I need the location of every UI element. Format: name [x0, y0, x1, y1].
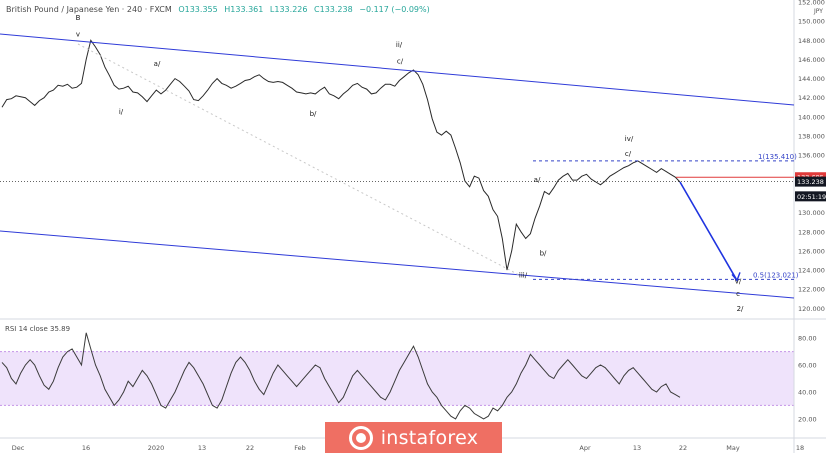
- price-tick-label: 120.000: [798, 305, 825, 313]
- price-label-box: [795, 176, 826, 187]
- price-tick-label: 128.000: [798, 228, 825, 236]
- wave-label: v/: [735, 277, 742, 285]
- wave-label: b/: [310, 110, 317, 118]
- price-tick-label: 146.000: [798, 56, 825, 64]
- open-value: O133.355: [178, 5, 218, 14]
- price-tick-label: 148.000: [798, 37, 825, 45]
- time-tick-label: 13: [633, 444, 641, 452]
- price-tick-label: 122.000: [798, 286, 825, 294]
- low-value: L133.226: [269, 5, 308, 14]
- rsi-tick-label: 20.00: [798, 415, 817, 423]
- price-series-line: [1, 39, 681, 271]
- projection-arrow-head-icon: [731, 272, 741, 282]
- wave-label: c: [736, 290, 740, 298]
- wave-label: iii/: [519, 272, 528, 280]
- rsi-header: RSI 14 close 35.89: [5, 325, 70, 333]
- level-05-label: 0.5(123.021): [753, 271, 799, 279]
- wave-label: 2/: [737, 305, 744, 313]
- time-tick-label: 13: [198, 444, 206, 452]
- time-tick-label: Apr: [579, 444, 591, 452]
- price-tick-label: 140.000: [798, 113, 825, 121]
- wave-label: i/: [119, 108, 124, 116]
- instaforex-watermark: instaforex: [325, 422, 502, 453]
- time-tick-label: 18: [796, 444, 804, 452]
- rsi-value: 35.89: [50, 325, 71, 333]
- rsi-tick-label: 60.00: [798, 362, 817, 370]
- rsi-series-line: [1, 332, 681, 420]
- price-label-text: 02:51:19: [797, 193, 826, 201]
- currency-label: JPY: [813, 8, 823, 15]
- level-1-label: 1(135.410): [758, 153, 797, 161]
- wave-label: B: [76, 14, 81, 22]
- high-value: H133.361: [224, 5, 264, 14]
- change-value: −0.117 (−0.09%): [359, 5, 430, 14]
- rsi-tick-label: 40.00: [798, 388, 817, 396]
- rsi-label: RSI 14 close: [5, 325, 48, 333]
- wave-label: a/: [534, 176, 541, 184]
- wave-label: a/: [154, 60, 161, 68]
- wave-label: ii/: [396, 41, 403, 49]
- price-tick-label: 130.000: [798, 209, 825, 217]
- close-value: C133.238: [314, 5, 353, 14]
- price-tick-label: 124.000: [798, 267, 825, 275]
- price-tick-label: 144.000: [798, 75, 825, 83]
- price-tick-label: 142.000: [798, 94, 825, 102]
- price-tick-label: 126.000: [798, 247, 825, 255]
- rsi-band: [0, 351, 794, 406]
- rsi-tick-label: 80.00: [798, 335, 817, 343]
- wave-label: c/: [625, 150, 632, 158]
- symbol-title: British Pound / Japanese Yen · 240 · FXC…: [6, 5, 172, 14]
- time-tick-label: 22: [679, 444, 687, 452]
- wave-label: v: [76, 30, 80, 38]
- time-tick-label: 2020: [148, 444, 165, 452]
- channel-upper-line: [0, 33, 795, 106]
- price-label-text: 133.238: [797, 178, 824, 186]
- wave-connector-line: [77, 43, 522, 277]
- price-tick-label: 150.000: [798, 18, 825, 26]
- wave-label: b/: [540, 250, 547, 258]
- time-tick-label: Dec: [12, 444, 25, 452]
- watermark-text: instaforex: [380, 426, 479, 449]
- wave-label: c/: [397, 57, 404, 65]
- price-label-box: [795, 191, 826, 202]
- instaforex-logo-icon: [348, 425, 373, 450]
- time-tick-label: 22: [246, 444, 254, 452]
- wave-label: iv/: [625, 135, 634, 143]
- price-tick-label: 136.000: [798, 152, 825, 160]
- time-tick-label: 16: [82, 444, 90, 452]
- price-tick-label: 152.000: [798, 0, 825, 7]
- projection-arrow-line: [679, 181, 738, 281]
- chart-header: British Pound / Japanese Yen · 240 · FXC…: [6, 5, 434, 14]
- channel-lower-line: [0, 230, 795, 299]
- price-tick-label: 138.000: [798, 133, 825, 141]
- time-tick-label: Feb: [294, 444, 306, 452]
- time-tick-label: May: [726, 444, 740, 452]
